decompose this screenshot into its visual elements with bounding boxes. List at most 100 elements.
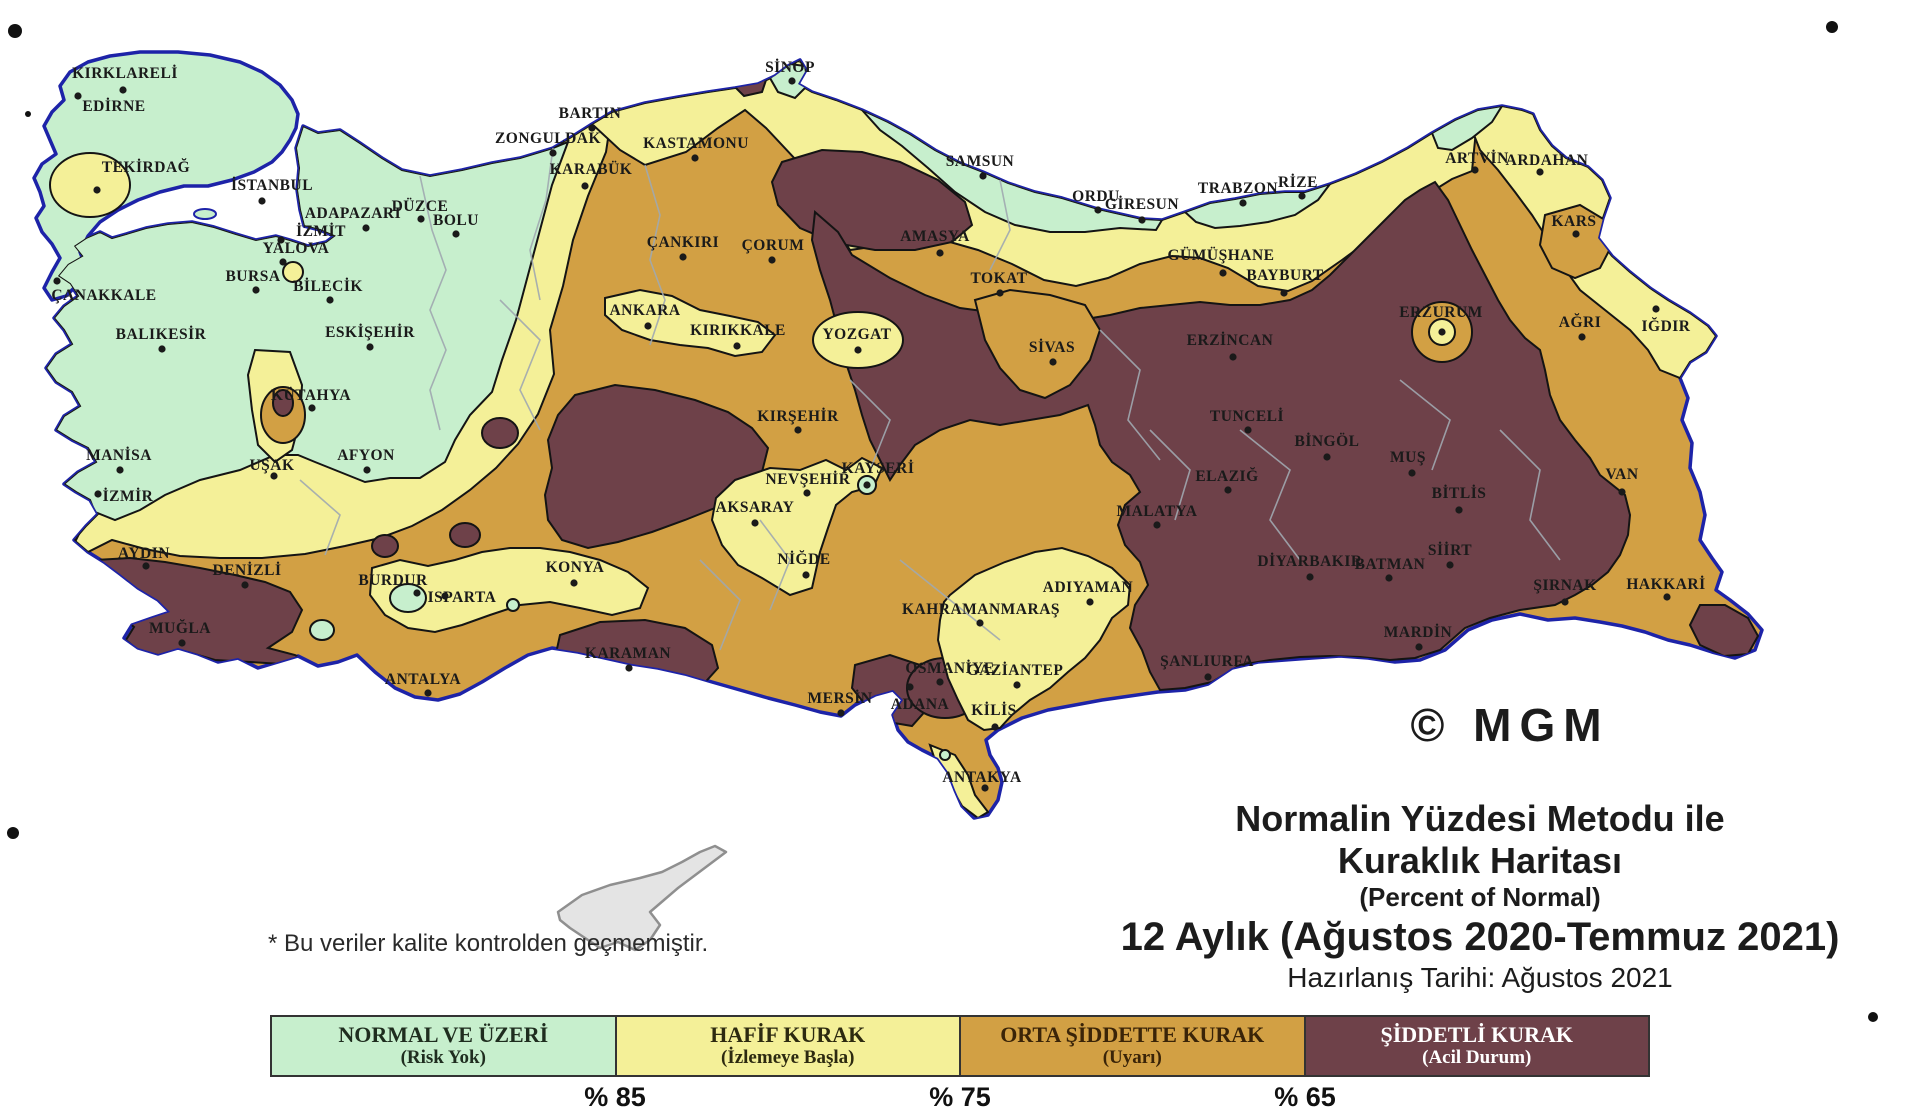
city-dot xyxy=(1471,166,1479,174)
city-label: BAYBURT xyxy=(1246,267,1323,284)
city-label: EDİRNE xyxy=(82,98,145,115)
city-dot xyxy=(906,683,914,691)
city-dot xyxy=(1244,426,1252,434)
city-dot xyxy=(116,466,124,474)
city-label: VAN xyxy=(1605,466,1638,483)
zone-moderate-kars-pocket xyxy=(1538,203,1614,280)
city-dot xyxy=(1663,593,1671,601)
city-label: NEVŞEHİR xyxy=(766,471,851,488)
city-label: ÇANKIRI xyxy=(647,234,719,251)
city-dot xyxy=(1298,192,1306,200)
legend-item-label: NORMAL VE ÜZERİ xyxy=(338,1022,549,1048)
legend-item-label: ORTA ŞİDDETTE KURAK xyxy=(1000,1022,1265,1048)
zone-moderate-sivas-pocket xyxy=(973,288,1102,400)
cyprus-island xyxy=(556,844,728,952)
legend-item: HAFİF KURAK (İzlemeye Başla) xyxy=(616,1017,961,1075)
zone-normal-burdur-lake xyxy=(309,619,335,641)
map-title-main: Kuraklık Haritası xyxy=(1337,840,1623,881)
legend-item: NORMAL VE ÜZERİ (Risk Yok) xyxy=(272,1017,617,1075)
legend-item: ŞİDDETLİ KURAK (Acil Durum) xyxy=(1305,1017,1648,1075)
city-label: ADANA xyxy=(891,696,950,713)
city-dot xyxy=(854,346,862,354)
registration-dots xyxy=(7,21,1878,1022)
city-label: DENİZLİ xyxy=(213,562,282,579)
map-title-method: Normalin Yüzdesi Metodu ile xyxy=(1235,798,1725,839)
city-dot xyxy=(1138,216,1146,224)
city-label: KONYA xyxy=(546,559,605,576)
zone-mild-aksaray-nigde xyxy=(710,456,884,597)
city-label: BURDUR xyxy=(358,572,428,589)
city-dot xyxy=(1455,506,1463,514)
zone-severe-spot-1 xyxy=(481,417,519,449)
city-dot xyxy=(1280,289,1288,297)
city-label: HAKKARİ xyxy=(1626,576,1705,593)
city-label: KIRKLARELİ xyxy=(72,65,178,82)
city-label: KIRŞEHİR xyxy=(757,408,839,425)
marmara-island xyxy=(193,208,217,220)
city-label: TEKİRDAĞ xyxy=(102,159,190,176)
city-label: SİVAS xyxy=(1029,339,1075,356)
city-dot xyxy=(119,86,127,94)
city-dot xyxy=(1408,469,1416,477)
map-title-english: (Percent of Normal) xyxy=(1359,882,1601,912)
city-label: ZONGULDAK xyxy=(495,130,601,147)
zone-normal-small-lake xyxy=(506,598,520,612)
city-label: MUŞ xyxy=(1390,449,1426,466)
city-label: SAMSUN xyxy=(946,153,1014,170)
city-dot xyxy=(1561,598,1569,606)
city-dot xyxy=(788,77,796,85)
city-label: ŞANLIURFA xyxy=(1160,653,1254,670)
legend-threshold: % 75 xyxy=(929,1082,991,1110)
city-dot xyxy=(581,182,589,190)
city-dot xyxy=(936,678,944,686)
legend-item-sublabel: (Risk Yok) xyxy=(400,1046,486,1068)
zone-severe-central xyxy=(543,383,770,550)
city-label: AĞRI xyxy=(1559,314,1601,331)
city-dot xyxy=(94,490,102,498)
city-label: ANTAKYA xyxy=(942,769,1022,786)
corner-dot xyxy=(1868,1012,1878,1022)
city-label: KARAMAN xyxy=(585,645,671,662)
zone-severe-spot-3 xyxy=(371,534,399,558)
city-label: GÜMÜŞHANE xyxy=(1168,247,1275,264)
drought-legend: NORMAL VE ÜZERİ (Risk Yok) HAFİF KURAK (İzl… xyxy=(270,1015,1650,1077)
city-dot xyxy=(991,723,999,731)
city-label: ELAZIĞ xyxy=(1195,468,1258,485)
city-label: KAYSERİ xyxy=(842,460,915,477)
city-dot xyxy=(158,345,166,353)
city-dot xyxy=(644,322,652,330)
city-label: ÇANAKKALE xyxy=(51,287,156,304)
corner-dot xyxy=(25,111,31,117)
city-dot xyxy=(1306,573,1314,581)
city-dot xyxy=(1572,230,1580,238)
city-label: ESKİŞEHİR xyxy=(325,324,415,341)
city-label: BOLU xyxy=(433,212,479,229)
corner-dot xyxy=(1826,21,1838,33)
city-label: KASTAMONU xyxy=(643,135,749,152)
city-dot xyxy=(1323,453,1331,461)
city-dot xyxy=(363,466,371,474)
city-label: BİTLİS xyxy=(1432,485,1487,502)
city-label: YALOVA xyxy=(263,240,330,257)
city-dot xyxy=(326,296,334,304)
city-label: TOKAT xyxy=(970,270,1027,287)
city-dot xyxy=(1578,333,1586,341)
city-dot xyxy=(863,481,871,489)
city-label: RİZE xyxy=(1278,174,1318,191)
city-dot xyxy=(996,289,1004,297)
city-dot xyxy=(1446,561,1454,569)
city-label: BURSA xyxy=(225,268,280,285)
city-label: BALIKESİR xyxy=(116,326,207,343)
city-dot xyxy=(417,215,425,223)
city-dot xyxy=(570,579,578,587)
city-dot xyxy=(362,224,370,232)
city-label: KIRIKKALE xyxy=(690,322,786,339)
zone-severe-usak-core xyxy=(272,389,294,417)
city-dot xyxy=(93,186,101,194)
zone-mild-blacksea-strip xyxy=(590,60,1480,293)
city-label: İZMİR xyxy=(103,488,154,505)
city-label: MERSİN xyxy=(807,690,872,707)
city-label: SİNOP xyxy=(765,59,815,76)
city-dot xyxy=(53,277,61,285)
